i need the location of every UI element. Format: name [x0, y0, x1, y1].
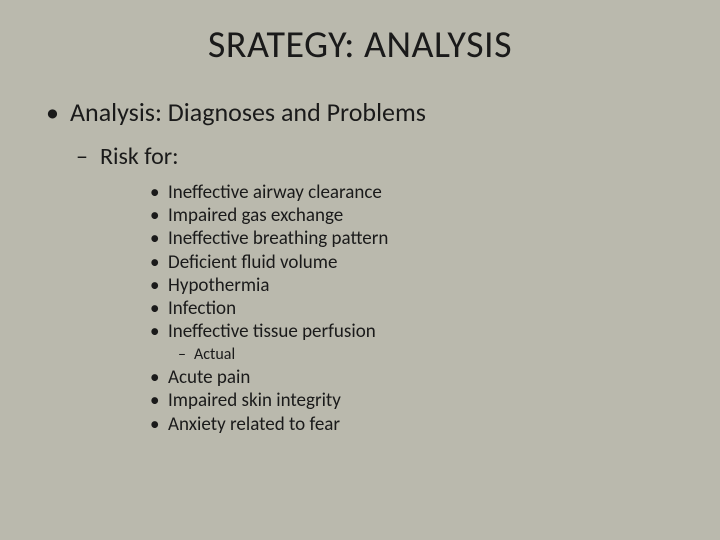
actual-list: Acute pain Impaired skin integrity Anxie…	[150, 366, 680, 436]
list-item: Ineffective tissue perfusion	[150, 320, 680, 343]
list-item: Impaired skin integrity	[150, 389, 680, 412]
list-item: Ineffective airway clearance	[150, 181, 680, 204]
list-item: Impaired gas exchange	[150, 204, 680, 227]
list-item: Hypothermia	[150, 274, 680, 297]
bullet-level1: Analysis: Diagnoses and Problems	[40, 96, 680, 128]
bullet-level4-actual: Actual	[178, 345, 680, 364]
slide: SRATEGY: ANALYSIS Analysis: Diagnoses an…	[0, 0, 720, 540]
list-item: Acute pain	[150, 366, 680, 389]
list-item: Ineffective breathing pattern	[150, 227, 680, 250]
risk-list: Ineffective airway clearance Impaired ga…	[150, 181, 680, 343]
list-item: Anxiety related to fear	[150, 413, 680, 436]
list-item: Deficient fluid volume	[150, 251, 680, 274]
slide-title: SRATEGY: ANALYSIS	[40, 22, 680, 68]
bullet-level2-risk: Risk for:	[76, 142, 680, 171]
list-item: Infection	[150, 297, 680, 320]
